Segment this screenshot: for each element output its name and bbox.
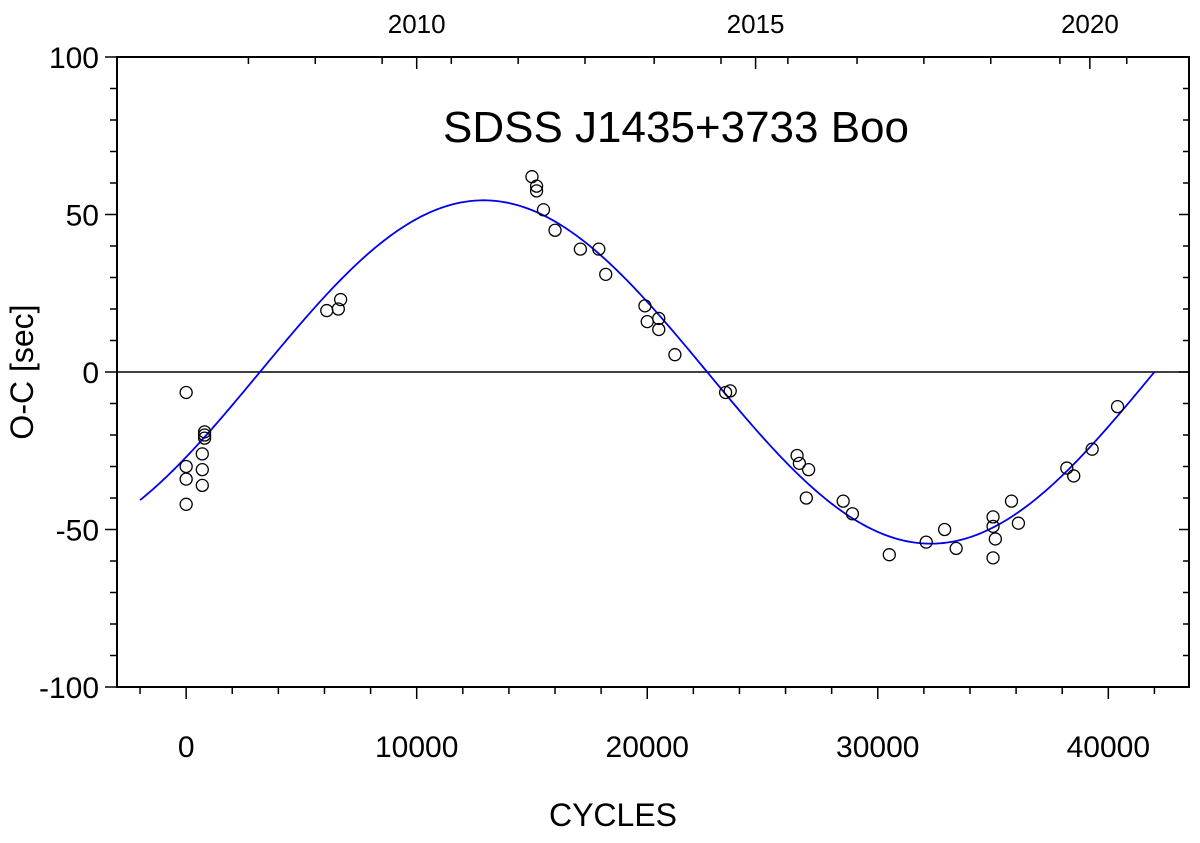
y-tick-label: -100 — [39, 672, 99, 705]
data-point — [836, 494, 850, 508]
data-point — [801, 462, 816, 477]
x-tick-label: 30000 — [836, 731, 919, 764]
data-point — [652, 322, 666, 337]
data-point — [333, 292, 348, 307]
data-point — [1060, 461, 1074, 475]
data-point — [1085, 442, 1099, 456]
data-point — [179, 472, 193, 486]
data-point — [919, 535, 933, 549]
fit-curve — [139, 199, 1156, 545]
data-point — [638, 299, 652, 313]
y-tick-label: -50 — [56, 515, 99, 548]
y-axis-title: O-C [sec] — [4, 304, 40, 439]
data-point — [882, 548, 896, 562]
data-point — [937, 522, 952, 537]
data-point — [1004, 494, 1019, 508]
data-point — [792, 456, 807, 471]
data-point — [179, 497, 193, 511]
data-point — [986, 510, 1000, 524]
data-point — [799, 491, 813, 505]
data-point — [1110, 399, 1125, 414]
x-tick-label: 10000 — [375, 731, 458, 764]
x-tick-label: 20000 — [606, 731, 689, 764]
data-point — [599, 267, 613, 282]
data-point — [179, 385, 193, 400]
data-point — [790, 448, 804, 463]
top-year-label: 2020 — [1061, 9, 1119, 39]
data-point — [195, 462, 209, 477]
data-point — [988, 532, 1002, 546]
data-point — [197, 425, 212, 439]
data-point — [592, 242, 606, 256]
x-tick-label: 0 — [178, 731, 195, 764]
y-tick-label: 100 — [49, 42, 99, 75]
data-point — [529, 184, 544, 198]
data-point — [668, 348, 682, 362]
data-point — [1011, 516, 1026, 530]
data-point — [548, 223, 562, 237]
y-tick-label: 50 — [66, 200, 99, 233]
data-point — [845, 507, 860, 521]
data-point — [1067, 469, 1081, 483]
chart-title: SDSS J1435+3733 Boo — [443, 103, 909, 152]
data-point — [529, 179, 544, 193]
top-year-label: 2010 — [388, 9, 446, 39]
data-point — [986, 551, 1000, 565]
data-point — [536, 203, 551, 217]
data-point — [949, 541, 963, 556]
data-point — [331, 302, 345, 316]
data-point — [723, 384, 737, 398]
y-tick-label: 0 — [82, 357, 99, 390]
x-axis-title: CYCLES — [549, 797, 677, 833]
top-year-label: 2015 — [727, 9, 785, 39]
data-point — [195, 478, 209, 493]
data-point — [986, 519, 1000, 533]
data-point — [195, 447, 209, 461]
data-point — [573, 242, 588, 256]
data-point — [652, 311, 666, 326]
data-point — [197, 431, 212, 445]
data-point — [197, 428, 212, 442]
x-tick-label: 40000 — [1067, 731, 1150, 764]
